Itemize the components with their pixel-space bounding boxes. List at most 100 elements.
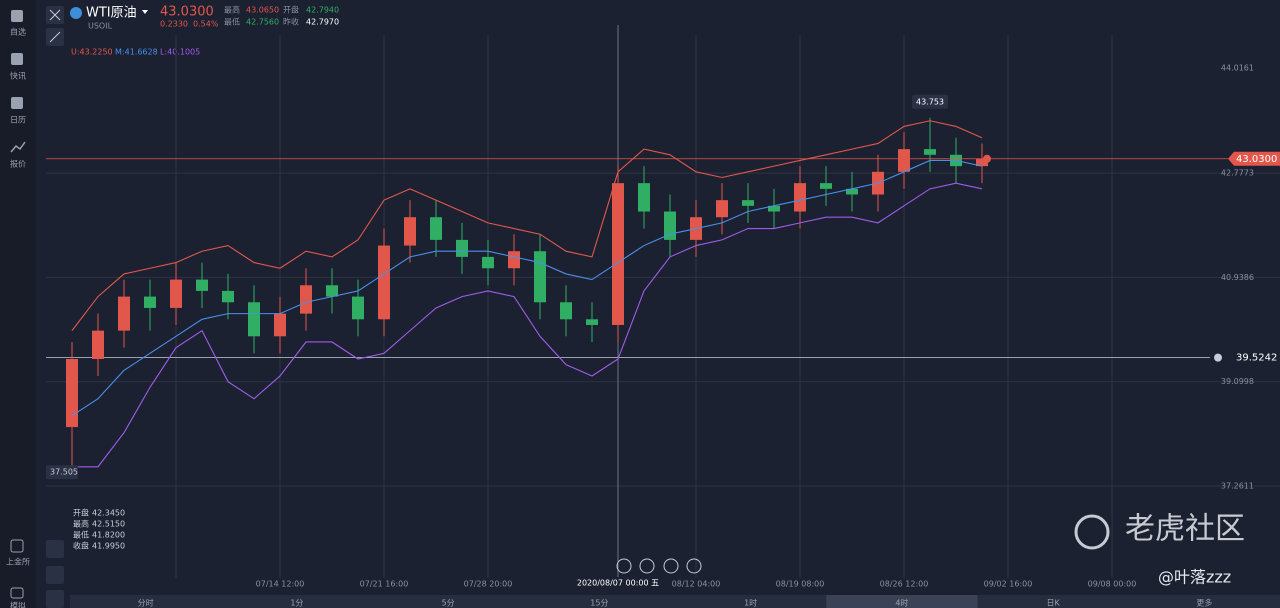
x-tick-label: 07/28 20:00 (464, 580, 513, 589)
symbol-name[interactable]: WTI原油 (86, 6, 137, 21)
stat-value: 43.0650 (246, 6, 279, 15)
zoom-button[interactable] (663, 558, 679, 574)
change: 0.2330 (160, 20, 188, 29)
tab-selected[interactable] (826, 595, 978, 608)
indicator-mid: M:41.6628 (115, 48, 158, 57)
tab[interactable]: 1分 (290, 599, 303, 608)
candle-body (66, 358, 78, 428)
candle-body (378, 245, 390, 320)
tab[interactable]: 日K (1047, 599, 1061, 608)
y-tick-label: 37.2611 (1221, 481, 1254, 490)
band-line (71, 120, 983, 331)
icon[interactable] (10, 539, 24, 553)
ohlc-value: 41.8200 (92, 531, 125, 540)
candle-body (144, 296, 156, 308)
alert-label: 39.5242 (1236, 353, 1277, 364)
stat-label: 最高 (224, 5, 240, 15)
symbol-code: USOIL (88, 22, 113, 31)
x-tick-label: 08/19 08:00 (776, 580, 825, 589)
candle-body (638, 183, 650, 212)
zoom-button[interactable] (686, 558, 702, 574)
stat-value: 42.7970 (306, 18, 339, 27)
candle-body (820, 183, 832, 189)
watermark-user: @叶落zzz (1158, 568, 1231, 587)
tab[interactable]: 更多 (1196, 598, 1212, 608)
candle-body (898, 149, 910, 172)
tool-button[interactable] (46, 566, 64, 584)
price-dot (983, 154, 991, 163)
alert-icon (1214, 353, 1222, 362)
max-tag (912, 94, 948, 109)
stat-value: 42.7940 (306, 6, 339, 15)
tab[interactable]: 5分 (442, 599, 455, 608)
sidebar-label[interactable]: 日历 (10, 116, 26, 125)
band-line (72, 182, 983, 468)
candle-body (170, 279, 182, 308)
sidebar-label[interactable]: 上金所 (6, 557, 30, 567)
sidebar-label[interactable]: 模拟 (10, 601, 26, 608)
candle-body (586, 319, 598, 325)
candle-body (248, 302, 260, 337)
zoom-button[interactable] (639, 558, 655, 574)
sidebar-label[interactable]: 自选 (10, 27, 26, 37)
candle-body (612, 183, 624, 325)
tool-button[interactable] (46, 590, 64, 608)
price-tag (1228, 151, 1280, 166)
candle-body (274, 313, 286, 337)
icon[interactable] (11, 97, 23, 109)
stat-value: 42.7560 (246, 18, 279, 27)
sidebar-label[interactable]: 快讯 (10, 71, 26, 81)
candle-body (768, 205, 780, 212)
candle-body (222, 290, 234, 303)
candle-body (742, 200, 754, 206)
ohlc-label: 最高 (73, 519, 89, 529)
tab[interactable]: 15分 (590, 599, 608, 608)
ohlc-label: 收盘 (73, 541, 89, 551)
price-tag-label: 43.0300 (1236, 154, 1277, 165)
zoom-button[interactable] (616, 558, 632, 574)
dropdown[interactable] (142, 10, 148, 14)
x-tick-label: 08/26 12:00 (880, 580, 929, 589)
tool-button[interactable] (46, 540, 64, 558)
tab[interactable]: 4时 (895, 598, 908, 608)
candle-body (404, 217, 416, 246)
change-pct: 0.54% (193, 20, 219, 29)
band-line (71, 159, 983, 417)
candle-body (300, 285, 312, 314)
candle-body (924, 149, 936, 155)
candle-body (794, 183, 806, 212)
price: 43.0300 (160, 5, 214, 20)
indicator-lower: L:40.1005 (160, 48, 200, 57)
tab[interactable]: 1时 (744, 598, 757, 608)
tab[interactable]: 分时 (138, 598, 154, 608)
icon[interactable] (11, 53, 23, 65)
candle-body (508, 251, 520, 269)
icon[interactable] (11, 10, 23, 22)
stat-label: 开盘 (283, 5, 299, 15)
sidebar-label[interactable]: 报价 (10, 159, 26, 169)
icon[interactable] (10, 141, 26, 153)
candle-body (664, 211, 676, 240)
x-tick-label: 08/12 04:00 (672, 580, 721, 589)
candle-body (118, 296, 130, 331)
ohlc-value: 41.9950 (92, 542, 125, 551)
x-tick-label: 09/02 16:00 (984, 580, 1033, 589)
candle-body (92, 330, 104, 359)
candle-body (534, 251, 546, 303)
min-tag (46, 465, 78, 480)
icon (49, 31, 61, 43)
candle-body (716, 200, 728, 218)
candle-body (456, 239, 468, 257)
icon[interactable] (10, 587, 24, 599)
x-tick-label: 07/14 12:00 (256, 580, 305, 589)
y-tick-label: 39.0998 (1221, 377, 1254, 386)
ohlc-value: 42.5150 (92, 520, 125, 529)
candle-body (560, 302, 572, 320)
x-tick-label: 07/21 16:00 (360, 580, 409, 589)
stat-label: 最低 (224, 17, 240, 27)
ohlc-value: 42.3450 (92, 509, 125, 518)
symbol-icon (70, 7, 82, 19)
y-tick-label: 42.7773 (1221, 169, 1254, 178)
watermark-logo (1074, 514, 1110, 550)
